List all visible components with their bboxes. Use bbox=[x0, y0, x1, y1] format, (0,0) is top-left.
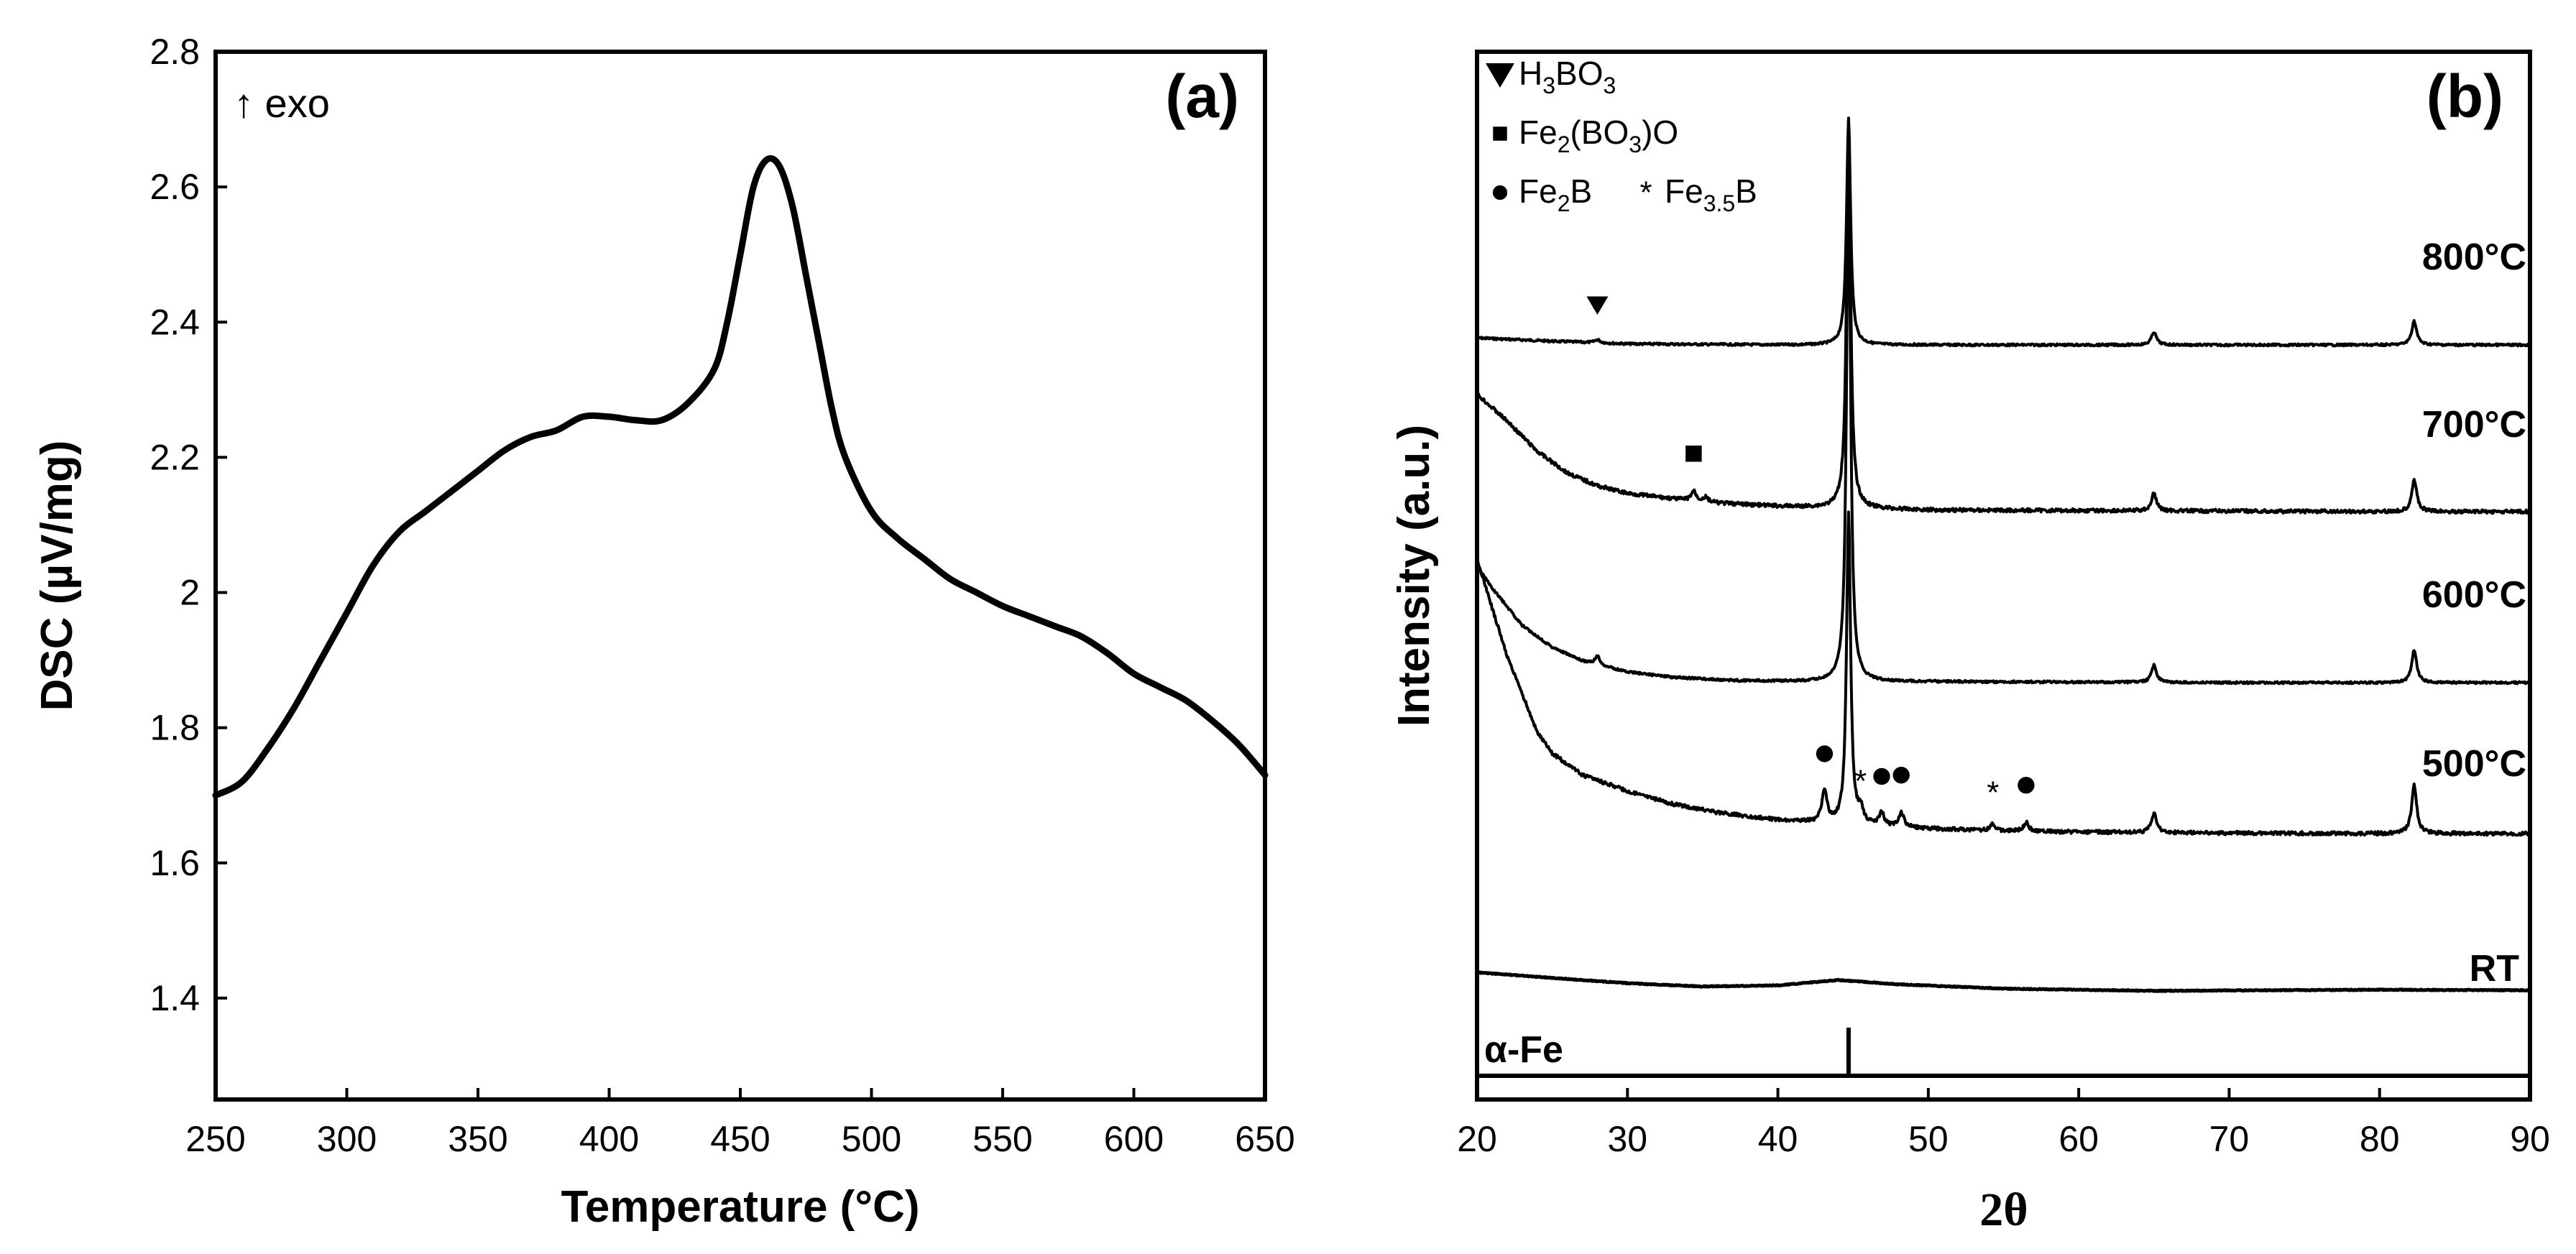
xrd-x-tick-label: 60 bbox=[2058, 1119, 2099, 1159]
panel-label-b: (b) bbox=[2426, 63, 2503, 130]
xrd-pattern-line bbox=[1476, 116, 2531, 348]
xrd-series-label: RT bbox=[2470, 948, 2520, 990]
xrd-patterns: 800°C 700°C 600°C 500°C RT bbox=[1476, 116, 2531, 993]
xrd-x-tick-label: 40 bbox=[1758, 1119, 1798, 1159]
xrd-series-label: 800°C bbox=[2422, 236, 2526, 278]
legend-entry: Fe2(BO3)O bbox=[1493, 114, 1678, 157]
exo-annotation: ↑ exo bbox=[234, 80, 330, 126]
dsc-y-tick-label: 2.8 bbox=[150, 32, 200, 72]
phase-legend: H3BO3 Fe2(BO3)O Fe2B * Fe3.5B bbox=[1486, 55, 1757, 216]
legend-entry: H3BO3 bbox=[1486, 55, 1616, 98]
star-icon: * bbox=[1639, 175, 1652, 210]
legend-entry: Fe2B bbox=[1492, 172, 1592, 216]
xrd-x-tick-label: 90 bbox=[2510, 1119, 2550, 1159]
dsc-x-axis-title: Temperature (°C) bbox=[561, 1182, 919, 1232]
dsc-y-tick-label: 2.6 bbox=[150, 167, 200, 207]
panel-label-a: (a) bbox=[1165, 63, 1239, 130]
xrd-pattern-line bbox=[1476, 510, 2531, 837]
xrd-pattern-line bbox=[1476, 970, 2531, 993]
dsc-x-tick-label: 450 bbox=[710, 1119, 770, 1159]
legend-entry: * Fe3.5B bbox=[1639, 172, 1757, 216]
dsc-y-tick-label: 2 bbox=[180, 573, 200, 613]
circle-icon bbox=[1492, 185, 1508, 200]
dsc-x-tick-label: 250 bbox=[185, 1119, 245, 1159]
dsc-x-tick-label: 350 bbox=[448, 1119, 507, 1159]
xrd-y-axis-title: Intensity (a.u.) bbox=[1389, 425, 1439, 727]
dsc-y-tick-label: 1.6 bbox=[150, 843, 200, 883]
dsc-x-tick-label: 650 bbox=[1235, 1119, 1294, 1159]
circle-icon bbox=[1816, 745, 1834, 762]
xrd-x-tick-label: 30 bbox=[1607, 1119, 1647, 1159]
xrd-series-label: 500°C bbox=[2422, 743, 2526, 785]
xrd-pattern-line bbox=[1476, 117, 2531, 515]
square-icon bbox=[1493, 126, 1507, 141]
phase-markers: * * bbox=[1586, 296, 2035, 810]
xrd-x-tick-label: 80 bbox=[2360, 1119, 2400, 1159]
dsc-x-tick-label: 600 bbox=[1104, 1119, 1164, 1159]
legend-label: Fe2(BO3)O bbox=[1519, 114, 1678, 157]
square-icon bbox=[1685, 446, 1702, 462]
xrd-plot-frame bbox=[1475, 50, 2532, 1102]
star-icon: * bbox=[1854, 764, 1867, 799]
dsc-y-axis-title: DSC (µV/mg) bbox=[32, 441, 82, 711]
xrd-x-tick-label: 20 bbox=[1457, 1119, 1497, 1159]
legend-label: H3BO3 bbox=[1519, 55, 1616, 98]
circle-icon bbox=[2018, 777, 2035, 794]
circle-icon bbox=[1873, 767, 1890, 785]
dsc-curve bbox=[212, 155, 1269, 799]
xrd-series-label: 600°C bbox=[2422, 574, 2526, 616]
dsc-x-ticks: 250 300 350 400 450 500 550 600 650 bbox=[185, 1088, 1295, 1159]
xrd-x-tick-label: 70 bbox=[2209, 1119, 2250, 1159]
dsc-y-tick-label: 1.4 bbox=[150, 978, 200, 1018]
dsc-x-tick-label: 400 bbox=[579, 1119, 639, 1159]
xrd-x-ticks: 20 30 40 50 60 70 80 90 bbox=[1457, 1088, 2550, 1159]
legend-label: Fe3.5B bbox=[1665, 172, 1757, 216]
dsc-x-tick-label: 500 bbox=[842, 1119, 901, 1159]
alpha-fe-label: α-Fe bbox=[1484, 1029, 1563, 1071]
dsc-panel: 250 300 350 400 450 500 550 600 650 1.4 1.6 1.8 2 2.… bbox=[32, 32, 1295, 1232]
xrd-x-tick-label: 50 bbox=[1908, 1119, 1949, 1159]
dsc-y-tick-label: 2.4 bbox=[150, 302, 200, 342]
xrd-pattern-line bbox=[1476, 162, 2531, 686]
xrd-panel: 20 30 40 50 60 70 80 90 800°C700°C600°C500°CRT … bbox=[1389, 50, 2550, 1236]
star-icon: * bbox=[1987, 775, 1999, 810]
circle-icon bbox=[1892, 766, 1910, 784]
xrd-x-axis-title: 2θ bbox=[1979, 1184, 2028, 1236]
dsc-y-ticks: 1.4 1.6 1.8 2 2.2 2.4 2.6 2.8 bbox=[150, 32, 227, 1018]
xrd-series-label: 700°C bbox=[2422, 404, 2526, 446]
dsc-x-tick-label: 550 bbox=[972, 1119, 1032, 1159]
triangle-down-icon bbox=[1486, 63, 1514, 88]
dsc-y-tick-label: 2.2 bbox=[150, 437, 200, 477]
legend-label: Fe2B bbox=[1519, 172, 1592, 216]
dsc-y-tick-label: 1.8 bbox=[150, 708, 200, 748]
triangle-down-icon bbox=[1586, 296, 1609, 315]
dsc-x-tick-label: 300 bbox=[317, 1119, 377, 1159]
